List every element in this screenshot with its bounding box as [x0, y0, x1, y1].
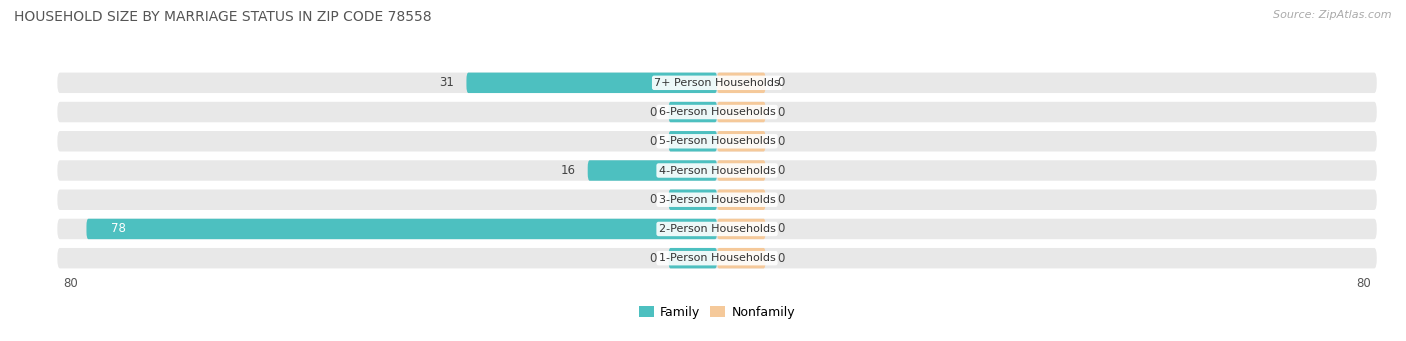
FancyBboxPatch shape	[58, 248, 1376, 268]
Text: 0: 0	[650, 135, 657, 148]
FancyBboxPatch shape	[58, 160, 1376, 181]
Text: 4-Person Households: 4-Person Households	[658, 165, 776, 176]
Text: 16: 16	[561, 164, 575, 177]
Text: 3-Person Households: 3-Person Households	[658, 195, 776, 205]
Text: 0: 0	[778, 106, 785, 119]
Text: 2-Person Households: 2-Person Households	[658, 224, 776, 234]
Text: 1-Person Households: 1-Person Households	[658, 253, 776, 263]
Text: 0: 0	[778, 252, 785, 265]
FancyBboxPatch shape	[717, 190, 765, 210]
FancyBboxPatch shape	[58, 73, 1376, 93]
FancyBboxPatch shape	[717, 219, 765, 239]
FancyBboxPatch shape	[86, 219, 717, 239]
Text: HOUSEHOLD SIZE BY MARRIAGE STATUS IN ZIP CODE 78558: HOUSEHOLD SIZE BY MARRIAGE STATUS IN ZIP…	[14, 10, 432, 24]
FancyBboxPatch shape	[58, 190, 1376, 210]
FancyBboxPatch shape	[668, 102, 717, 122]
FancyBboxPatch shape	[668, 190, 717, 210]
Text: 7+ Person Households: 7+ Person Households	[654, 78, 780, 88]
FancyBboxPatch shape	[467, 73, 717, 93]
FancyBboxPatch shape	[58, 131, 1376, 151]
FancyBboxPatch shape	[717, 160, 765, 181]
Text: Source: ZipAtlas.com: Source: ZipAtlas.com	[1274, 10, 1392, 20]
Text: 78: 78	[111, 222, 125, 235]
FancyBboxPatch shape	[588, 160, 717, 181]
Text: 6-Person Households: 6-Person Households	[658, 107, 776, 117]
FancyBboxPatch shape	[717, 248, 765, 268]
FancyBboxPatch shape	[717, 131, 765, 151]
Text: 0: 0	[778, 135, 785, 148]
FancyBboxPatch shape	[668, 248, 717, 268]
Text: 31: 31	[440, 76, 454, 89]
FancyBboxPatch shape	[58, 219, 1376, 239]
Text: 0: 0	[650, 106, 657, 119]
Text: 0: 0	[778, 76, 785, 89]
Text: 0: 0	[778, 164, 785, 177]
Text: 0: 0	[778, 193, 785, 206]
Text: 0: 0	[778, 222, 785, 235]
Legend: Family, Nonfamily: Family, Nonfamily	[634, 301, 800, 324]
Text: 0: 0	[650, 193, 657, 206]
Text: 5-Person Households: 5-Person Households	[658, 136, 776, 146]
FancyBboxPatch shape	[58, 102, 1376, 122]
FancyBboxPatch shape	[668, 131, 717, 151]
FancyBboxPatch shape	[717, 102, 765, 122]
Text: 0: 0	[650, 252, 657, 265]
FancyBboxPatch shape	[717, 73, 765, 93]
